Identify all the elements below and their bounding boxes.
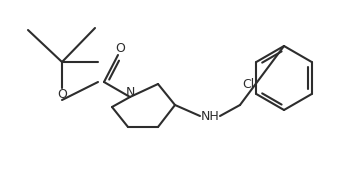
Text: O: O (115, 42, 125, 55)
Text: N: N (125, 86, 135, 98)
Text: NH: NH (201, 109, 219, 123)
Text: O: O (57, 89, 67, 102)
Text: Cl: Cl (242, 78, 255, 91)
